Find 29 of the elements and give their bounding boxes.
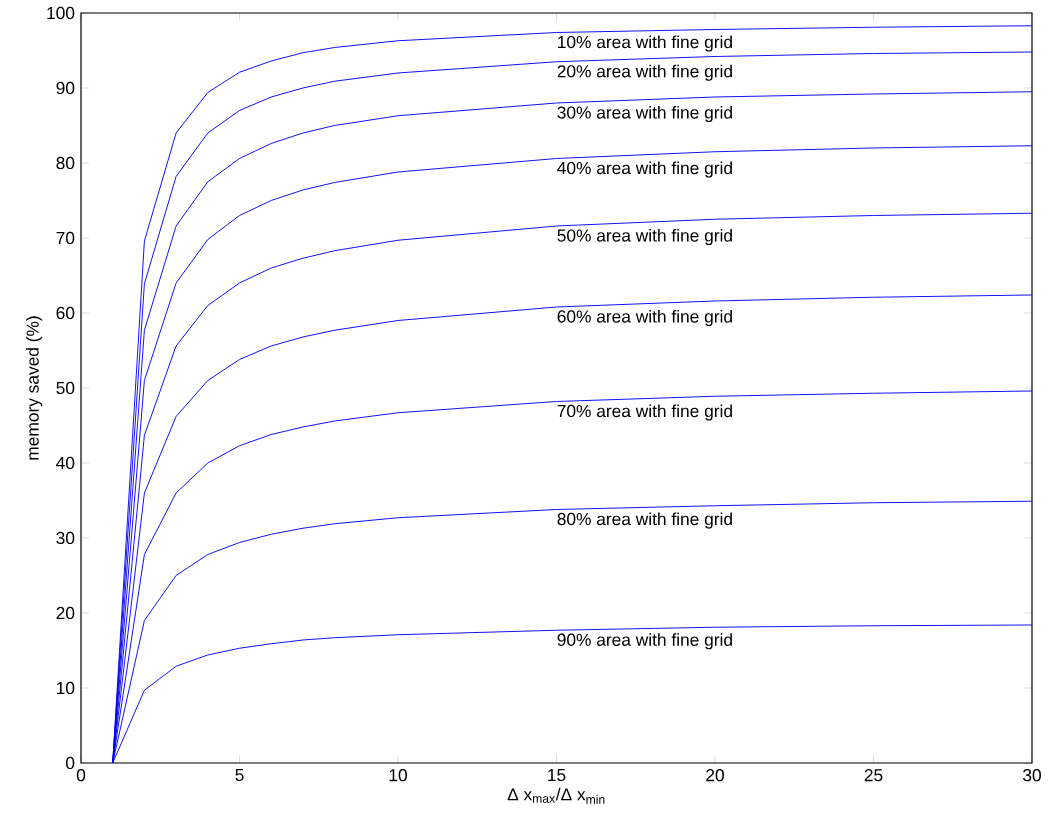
series-label: 40% area with fine grid — [557, 161, 732, 178]
x-tick-label: 20 — [706, 769, 724, 782]
x-tick-label: 15 — [548, 769, 566, 782]
series-label: 70% area with fine grid — [557, 404, 732, 421]
series-label: 80% area with fine grid — [557, 512, 732, 529]
y-tick-label: 20 — [56, 606, 75, 620]
x-tick-label: 5 — [235, 769, 244, 782]
series-label: 50% area with fine grid — [557, 228, 732, 246]
y-tick-label: 0 — [65, 756, 75, 770]
x-tick-label: 10 — [389, 769, 407, 782]
y-tick-label: 30 — [56, 531, 75, 545]
y-axis-title: memory saved (%) — [26, 316, 43, 460]
y-tick-label: 80 — [56, 156, 75, 170]
y-tick-label: 40 — [56, 456, 75, 470]
y-tick-label: 90 — [56, 81, 75, 95]
y-tick-label: 70 — [56, 231, 75, 245]
y-tick-label: 10 — [57, 681, 75, 695]
series-label: 60% area with fine grid — [557, 309, 732, 327]
y-tick-label: 100 — [47, 6, 75, 20]
series-label: 20% area with fine grid — [557, 64, 732, 81]
series-label: 10% area with fine grid — [558, 35, 732, 52]
x-axis-title: Δ x$_{max}$/Δ x$_{min}$ — [507, 787, 605, 804]
y-tick-label: 60 — [56, 306, 75, 320]
x-tick-label: 0 — [76, 769, 86, 782]
x-tick-label: 25 — [864, 769, 883, 782]
series-label: 30% area with fine grid — [557, 105, 732, 123]
y-tick-label: 50 — [56, 381, 75, 395]
x-tick-label: 30 — [1023, 769, 1041, 782]
series-label: 90% area with fine grid — [557, 633, 732, 650]
